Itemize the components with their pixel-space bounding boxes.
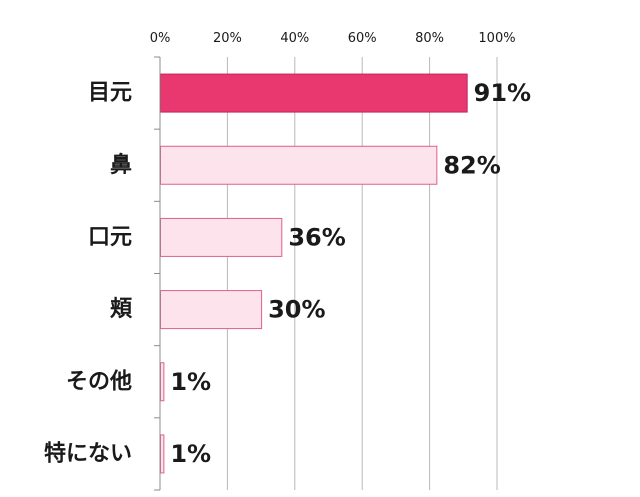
- category-axis: [154, 56, 161, 491]
- data-labels: 91% 82% 36% 30% 1% 1%: [170, 79, 531, 468]
- data-label: 82%: [443, 151, 500, 179]
- x-tick-label: 40%: [280, 31, 309, 46]
- x-tick-label: 20%: [213, 31, 242, 46]
- data-label: 30%: [268, 296, 325, 324]
- x-tick-label: 100%: [478, 31, 515, 46]
- x-tick-label: 80%: [415, 31, 444, 46]
- bar: [160, 434, 165, 474]
- category-label: 特にない: [44, 440, 132, 466]
- x-tick-labels: 0% 20% 40% 60% 80% 100%: [150, 31, 516, 46]
- grid-lines: [226, 57, 498, 490]
- category-label: 目元: [88, 81, 132, 106]
- data-label: 91%: [474, 79, 531, 107]
- bars: [160, 73, 468, 474]
- x-tick-label: 0%: [150, 31, 171, 46]
- bar: [160, 217, 283, 257]
- bar: [160, 290, 263, 330]
- data-label: 1%: [170, 368, 211, 396]
- category-label: 鼻: [110, 152, 132, 178]
- category-label: 頬: [110, 297, 133, 322]
- x-tick-label: 60%: [348, 31, 377, 46]
- category-label: その他: [66, 369, 132, 394]
- data-label: 36%: [288, 223, 345, 251]
- category-label: 口元: [88, 225, 132, 250]
- data-label: 1%: [170, 440, 211, 468]
- bar: [160, 145, 438, 185]
- bar: [160, 73, 468, 113]
- bar: [160, 362, 165, 402]
